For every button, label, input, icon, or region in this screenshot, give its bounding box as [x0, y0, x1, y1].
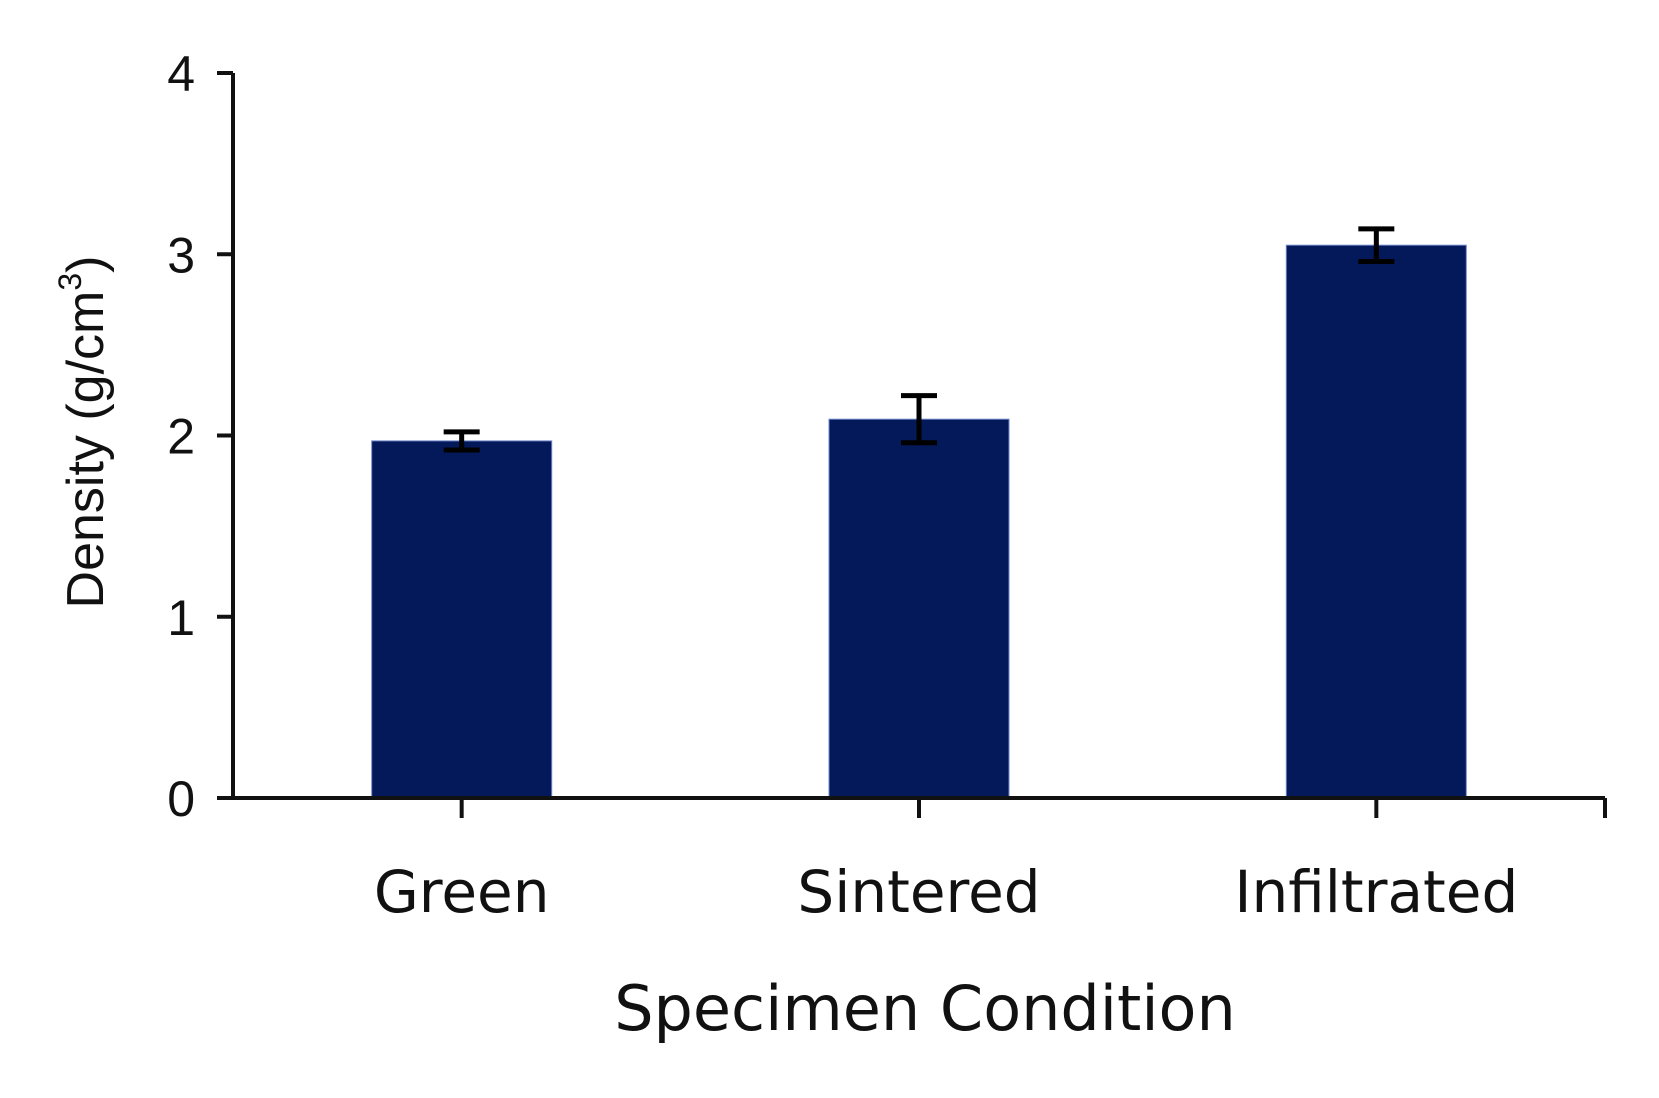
y-tick-label: 0: [167, 771, 195, 827]
axes: [217, 71, 1607, 818]
y-tick-label: 4: [167, 46, 195, 102]
bar-infiltrated: [1285, 244, 1467, 799]
y-tick-label: 2: [167, 409, 195, 465]
error-bar-infiltrated: [1358, 226, 1395, 264]
x-tick-labels: Green Sintered Infiltrated: [374, 858, 1518, 926]
error-bar-green: [443, 429, 480, 453]
x-axis-title: Specimen Condition: [614, 972, 1236, 1045]
bar-sintered: [828, 418, 1010, 799]
error-bar-sintered: [901, 393, 937, 446]
error-bars-layer: [443, 226, 1395, 453]
y-tick-label: 1: [167, 590, 195, 646]
y-tick-labels: 0 1 2 3 4: [167, 46, 195, 827]
y-axis-title: Density (g/cm3): [52, 256, 115, 609]
bar-green: [371, 440, 553, 799]
y-axis-title-main: Density (g/cm: [57, 291, 115, 609]
y-axis-title-close: ): [57, 256, 115, 273]
x-tick-label-sintered: Sintered: [797, 858, 1040, 926]
bars-layer: [371, 244, 1467, 799]
y-axis-title-superscript: 3: [52, 273, 88, 291]
y-tick-label: 3: [167, 227, 195, 283]
x-tick-label-green: Green: [374, 858, 550, 926]
x-tick-label-infiltrated: Infiltrated: [1234, 858, 1518, 926]
